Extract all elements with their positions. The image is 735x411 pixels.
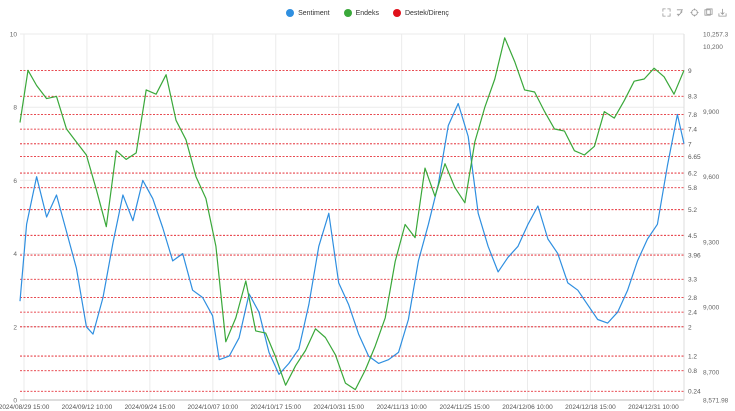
- x-tick-label: 2024/10/31 15:00: [313, 404, 364, 411]
- legend-swatch-destek-direnc: [392, 9, 401, 17]
- level-label: 0.24: [688, 389, 701, 396]
- y-right-tick-label: 9,000: [703, 305, 720, 312]
- level-label: 5.2: [688, 207, 697, 214]
- legend-item-destek-direnc[interactable]: Destek/Direnç: [392, 9, 449, 17]
- save-image-icon[interactable]: [718, 8, 727, 17]
- y-left-tick-label: 4: [13, 251, 17, 258]
- level-label: 2.8: [688, 295, 697, 302]
- x-tick-label: 2024/11/25 15:00: [440, 404, 491, 411]
- level-label: 3.3: [688, 277, 697, 284]
- x-tick-label: 2024/10/17 15:00: [250, 404, 301, 411]
- level-label: 6.65: [688, 154, 701, 161]
- level-label: 4.5: [688, 233, 697, 240]
- legend-label-endeks: Endeks: [355, 9, 379, 17]
- x-tick-label: 2024/08/29 15:00: [0, 404, 50, 411]
- series-line-sentiment: [19, 102, 685, 375]
- data-view-icon[interactable]: [704, 8, 713, 17]
- y-right-tick-label: 10,257.3: [703, 32, 729, 39]
- level-label: 9: [688, 68, 692, 75]
- x-tick-label: 2024/12/06 10:00: [502, 404, 553, 411]
- y-left-tick-label: 6: [13, 178, 17, 185]
- legend-swatch-endeks: [343, 9, 352, 17]
- series-line-endeks: [19, 37, 685, 391]
- level-label: 7: [688, 141, 692, 148]
- y-right-tick-label: 9,900: [703, 109, 720, 116]
- x-tick-label: 2024/10/07 10:00: [188, 404, 239, 411]
- zoom-icon[interactable]: [662, 8, 671, 17]
- level-label: 2: [688, 324, 692, 331]
- level-label: 2.4: [688, 310, 697, 317]
- y-left-tick-label: 2: [13, 324, 17, 331]
- y-right-tick-label: 9,300: [703, 239, 720, 246]
- level-label: 8.3: [688, 94, 697, 101]
- chart-legend: Sentiment Endeks Destek/Direnç: [0, 9, 735, 17]
- legend-label-sentiment: Sentiment: [298, 9, 330, 17]
- y-right-tick-label: 10,200: [703, 44, 723, 51]
- zoom-reset-icon[interactable]: [676, 8, 685, 17]
- y-right-tick-label: 9,600: [703, 174, 720, 181]
- legend-swatch-sentiment: [286, 9, 295, 17]
- restore-icon[interactable]: [690, 8, 699, 17]
- y-left-tick-label: 10: [10, 32, 18, 39]
- level-label: 7.4: [688, 127, 697, 134]
- level-label: 5.8: [688, 185, 697, 192]
- x-tick-label: 2024/12/31 10:00: [628, 404, 679, 411]
- y-right-tick-label: 8,700: [703, 370, 720, 377]
- level-label: 7.8: [688, 112, 697, 119]
- level-label: 3.96: [688, 253, 701, 260]
- y-right-tick-label: 8,571.98: [703, 398, 729, 405]
- legend-item-endeks[interactable]: Endeks: [343, 9, 379, 17]
- y-left-tick-label: 0: [13, 398, 17, 405]
- level-label: 0.8: [688, 368, 697, 375]
- x-tick-label: 2024/09/24 15:00: [125, 404, 176, 411]
- legend-item-sentiment[interactable]: Sentiment: [286, 9, 330, 17]
- y-left-tick-label: 8: [13, 105, 17, 112]
- level-label: 6.2: [688, 171, 697, 178]
- chart-toolbox: [662, 8, 727, 17]
- level-label: 1.2: [688, 354, 697, 361]
- x-tick-label: 2024/09/12 10:00: [62, 404, 113, 411]
- legend-label-destek-direnc: Destek/Direnç: [404, 9, 449, 17]
- x-tick-label: 2024/12/18 15:00: [565, 404, 616, 411]
- x-tick-label: 2024/11/13 10:00: [377, 404, 428, 411]
